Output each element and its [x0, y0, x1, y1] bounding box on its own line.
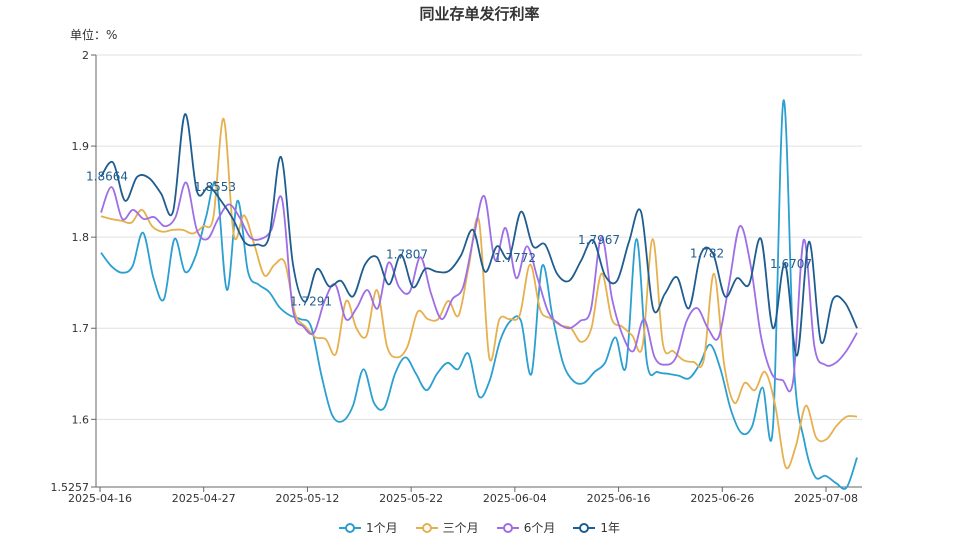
series-line-1 — [100, 99, 858, 490]
chart-legend: 1个月 三个月 6个月 1年 — [0, 519, 959, 536]
legend-label: 三个月 — [442, 521, 479, 535]
unit-label: 单位：% — [70, 28, 118, 42]
x-tick-label: 2025-06-04 — [483, 492, 547, 505]
series-line-4 — [100, 113, 858, 357]
y-tick-label: 1.7 — [72, 322, 90, 335]
x-tick-label: 2025-04-16 — [68, 492, 132, 505]
chart-title: 同业存单发行利率 — [419, 5, 540, 23]
data-label: 1.7291 — [290, 295, 332, 309]
data-label: 1.7807 — [386, 248, 428, 262]
legend-item-2[interactable]: 三个月 — [415, 519, 479, 536]
legend-line-icon — [573, 522, 596, 533]
legend-label: 6个月 — [523, 521, 556, 535]
y-tick-label: 2 — [82, 49, 89, 62]
legend-line-icon — [496, 522, 519, 533]
series-line-3 — [100, 181, 858, 393]
legend-item-3[interactable]: 6个月 — [496, 519, 556, 536]
data-label: 1.8664 — [86, 170, 128, 184]
series-line-2 — [100, 117, 858, 470]
y-tick-label: 1.5257 — [51, 481, 90, 494]
legend-label: 1个月 — [366, 521, 398, 535]
y-tick-label: 1.6 — [72, 413, 90, 426]
x-tick-label: 2025-05-22 — [379, 492, 443, 505]
data-label: 1.7967 — [578, 233, 620, 247]
data-label: 1.7772 — [494, 251, 536, 265]
x-tick-label: 2025-04-27 — [172, 492, 236, 505]
x-tick-label: 2025-06-26 — [690, 492, 754, 505]
legend-line-icon — [415, 522, 438, 533]
x-tick-label: 2025-05-12 — [275, 492, 339, 505]
data-label: 1.6707 — [770, 257, 812, 271]
y-tick-label: 1.8 — [72, 231, 90, 244]
legend-line-icon — [339, 522, 362, 533]
legend-item-4[interactable]: 1年 — [573, 519, 620, 536]
legend-item-1[interactable]: 1个月 — [339, 519, 398, 536]
x-tick-label: 2025-07-08 — [794, 492, 858, 505]
data-label: 1.782 — [690, 247, 724, 261]
legend-label: 1年 — [600, 521, 620, 535]
x-tick-label: 2025-06-16 — [587, 492, 651, 505]
y-tick-label: 1.9 — [72, 140, 90, 153]
data-label: 1.8553 — [194, 180, 236, 194]
